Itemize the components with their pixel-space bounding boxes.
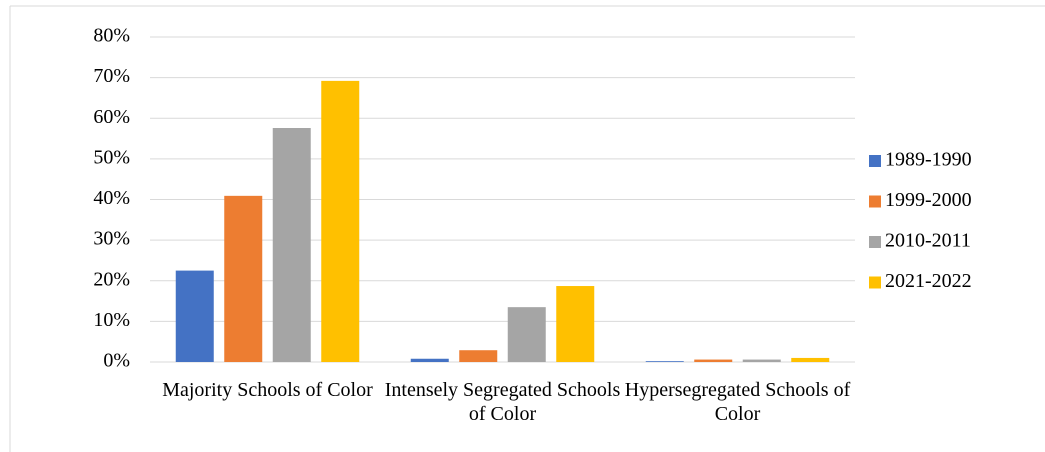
bar	[410, 358, 449, 362]
bar	[694, 359, 733, 362]
bar	[645, 361, 684, 362]
x-tick-label: Intensely Segregated Schools of Color	[384, 379, 621, 425]
bar	[175, 270, 214, 362]
bar	[507, 307, 546, 362]
y-tick-label: 10%	[93, 309, 130, 331]
bar	[272, 128, 311, 362]
legend-swatch	[869, 236, 881, 248]
bar	[556, 286, 595, 362]
legend-label: 1989-1990	[885, 149, 972, 171]
bar	[321, 80, 360, 362]
legend-swatch	[869, 276, 881, 289]
x-tick-label: Hypersegregated Schools of Color	[624, 379, 851, 425]
y-tick-label: 80%	[93, 25, 130, 47]
bar	[459, 350, 498, 362]
y-tick-label: 30%	[93, 228, 130, 250]
y-tick-label: 40%	[93, 187, 130, 209]
legend-label: 2021-2022	[885, 270, 972, 292]
x-tick-label: Majority Schools of Color	[162, 379, 373, 401]
legend-swatch	[869, 155, 881, 167]
legend-label: 2010-2011	[885, 230, 971, 252]
y-tick-label: 60%	[93, 106, 130, 128]
y-tick-label: 0%	[103, 350, 130, 372]
legend-swatch	[869, 195, 881, 208]
bar	[742, 359, 781, 362]
y-tick-label: 50%	[93, 146, 130, 168]
legend-label: 1999-2000	[885, 189, 972, 211]
bar	[224, 195, 263, 362]
y-tick-label: 20%	[93, 268, 130, 290]
bar	[791, 357, 830, 362]
y-tick-label: 70%	[93, 65, 130, 87]
